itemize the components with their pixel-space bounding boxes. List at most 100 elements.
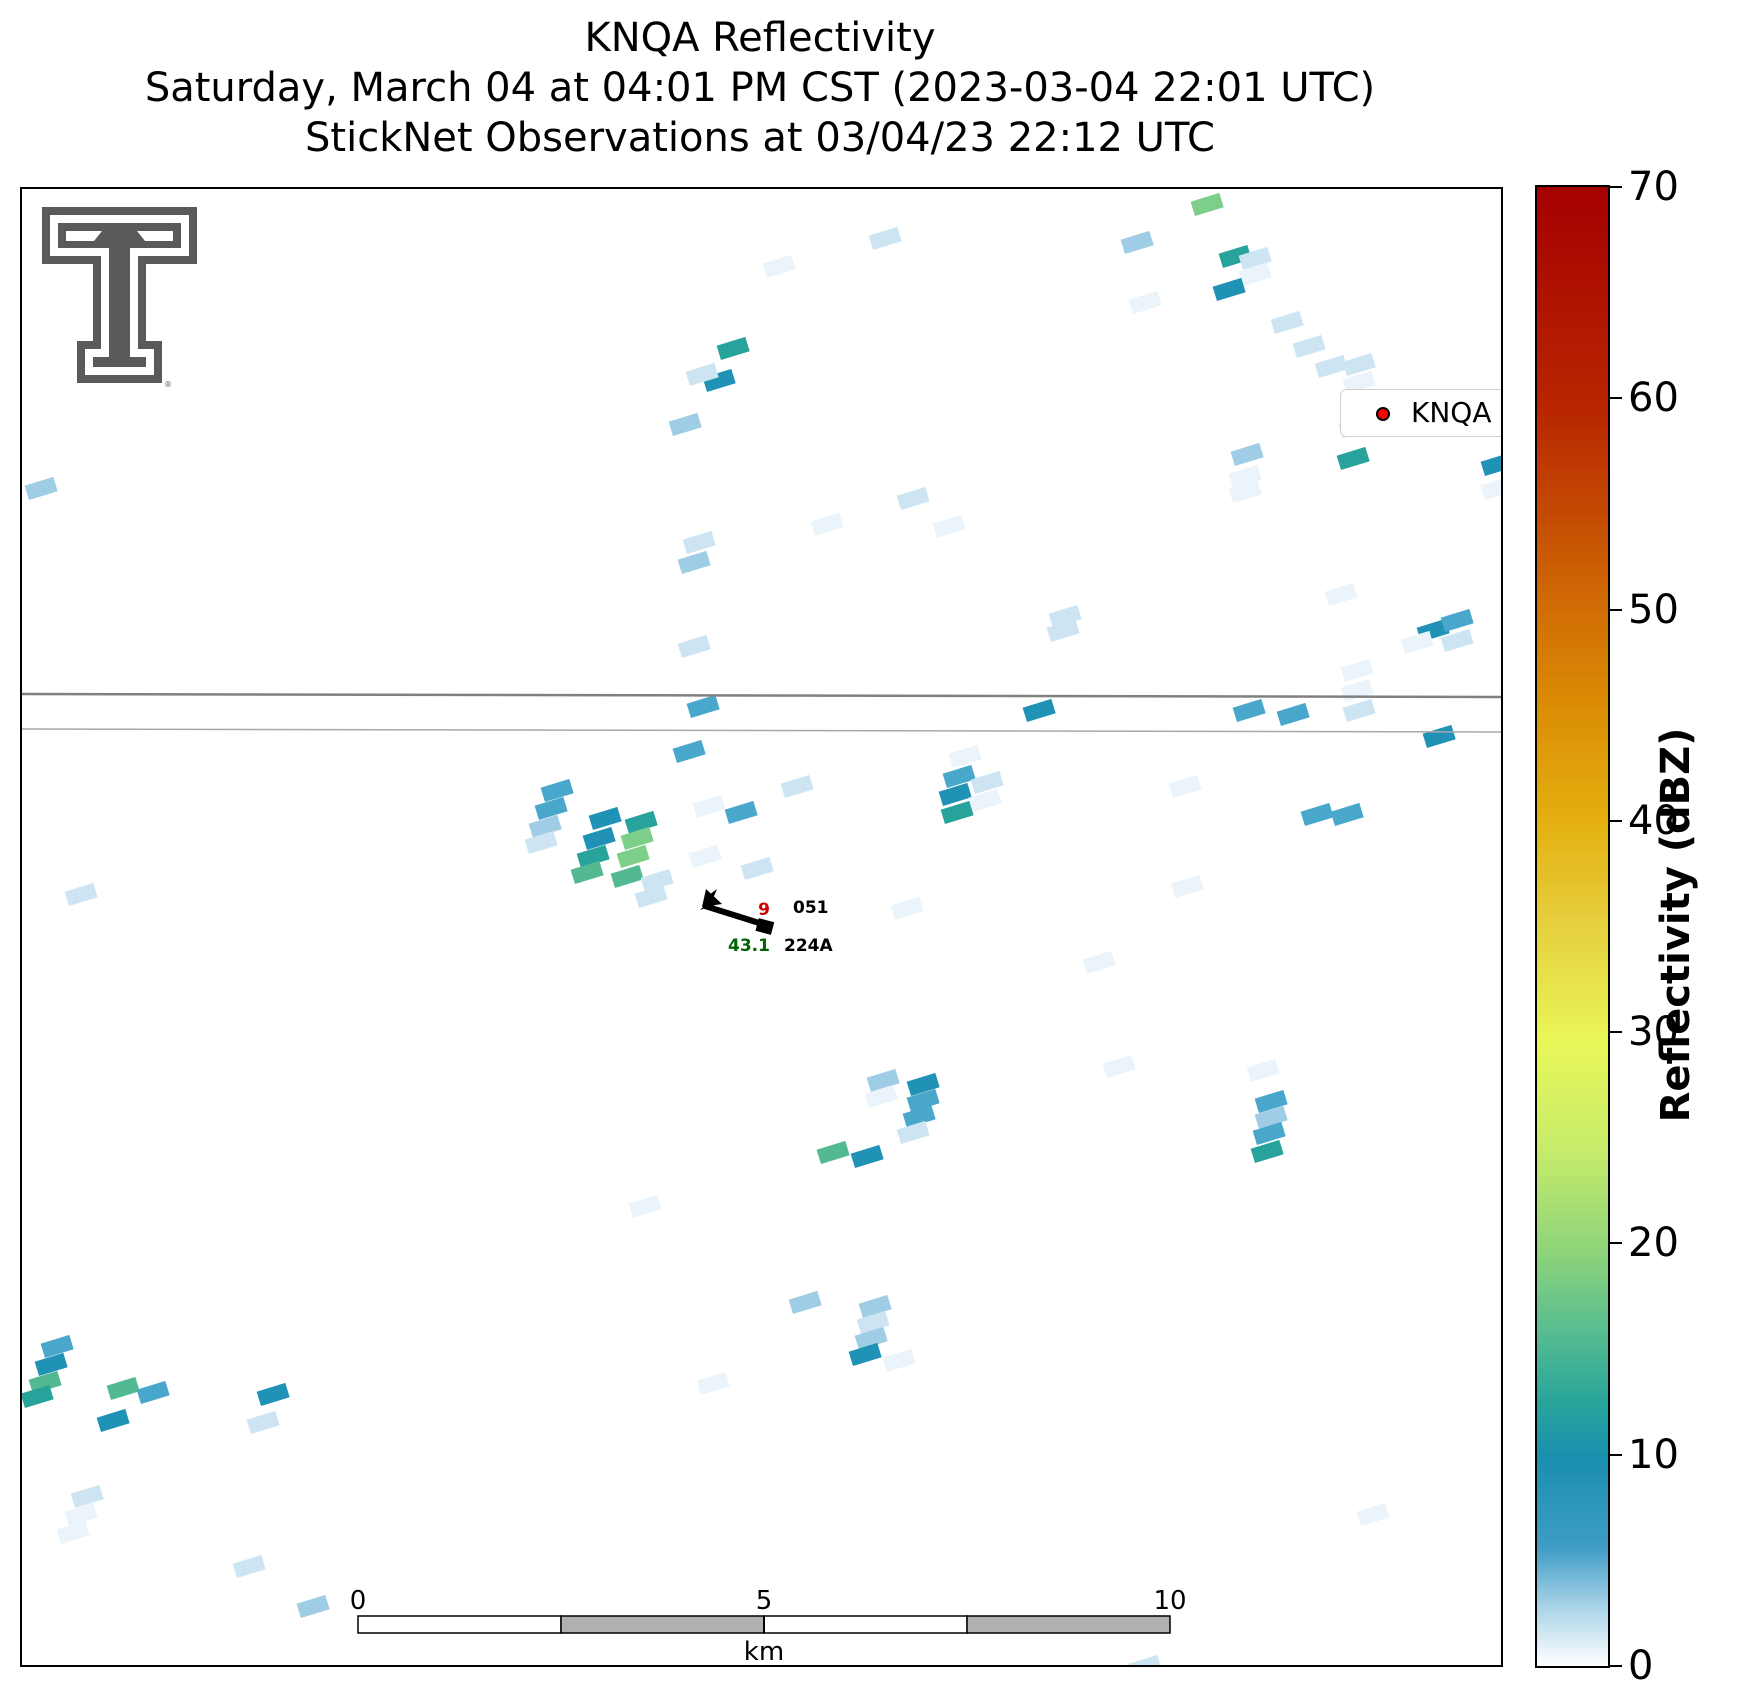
reflectivity-cell bbox=[528, 814, 562, 839]
colorbar-tick-30 bbox=[1610, 1031, 1622, 1034]
reflectivity-cell bbox=[932, 514, 966, 539]
reflectivity-cell bbox=[762, 254, 796, 279]
reflectivity-cell bbox=[848, 1342, 882, 1367]
colorbar-tick-label-30: 30 bbox=[1628, 1009, 1679, 1056]
reflectivity-cell bbox=[136, 1380, 170, 1405]
reflectivity-cell bbox=[810, 512, 844, 537]
reflectivity-cell bbox=[1230, 442, 1264, 467]
reflectivity-cell bbox=[96, 1408, 130, 1433]
reflectivity-cell bbox=[1128, 1654, 1162, 1665]
reflectivity-cell bbox=[1324, 582, 1358, 607]
scale-bar-segment-1 bbox=[357, 1615, 562, 1634]
reflectivity-cell bbox=[616, 844, 650, 869]
reflectivity-cell bbox=[570, 860, 604, 885]
reflectivity-cell bbox=[868, 226, 902, 251]
reflectivity-cell bbox=[902, 1104, 936, 1129]
reflectivity-cell bbox=[896, 1120, 930, 1145]
reflectivity-cell bbox=[56, 1520, 90, 1545]
colorbar-label: Reflectivity (dBZ) bbox=[1653, 727, 1699, 1123]
reflectivity-cell bbox=[850, 1144, 884, 1169]
colorbar-tick-label-50: 50 bbox=[1628, 586, 1679, 633]
scale-bar-segment-3 bbox=[763, 1615, 968, 1634]
chart-title: KNQA Reflectivity bbox=[584, 15, 936, 61]
reflectivity-cell bbox=[1022, 698, 1056, 723]
reflectivity-cell bbox=[968, 788, 1002, 813]
reflectivity-cells bbox=[22, 192, 1501, 1665]
reflectivity-cell bbox=[64, 882, 98, 907]
reflectivity-cell bbox=[677, 550, 711, 575]
reflectivity-cell bbox=[1340, 658, 1374, 683]
reflectivity-cell bbox=[1342, 698, 1376, 723]
colorbar-tick-70 bbox=[1610, 186, 1622, 188]
station-marker bbox=[755, 918, 775, 935]
scale-bar-segment-4 bbox=[966, 1615, 1171, 1634]
reflectivity-cell bbox=[1480, 476, 1501, 501]
reflectivity-cell bbox=[816, 1140, 850, 1165]
reflectivity-cell bbox=[1046, 618, 1080, 643]
reflectivity-cell bbox=[610, 864, 644, 889]
reflectivity-cell bbox=[940, 800, 974, 825]
reflectivity-cell bbox=[1440, 608, 1474, 633]
reflectivity-cell bbox=[716, 336, 750, 361]
reflectivity-cell bbox=[540, 778, 574, 803]
reflectivity-cell bbox=[24, 476, 58, 501]
reflectivity-cell bbox=[682, 530, 716, 555]
reflectivity-cell bbox=[1342, 352, 1376, 377]
reflectivity-cell bbox=[1254, 1105, 1288, 1130]
reflectivity-cell bbox=[856, 1310, 890, 1335]
reflectivity-cell bbox=[1238, 262, 1272, 287]
reflectivity-cell bbox=[970, 770, 1004, 795]
reflectivity-cell bbox=[1168, 774, 1202, 799]
radar-map-canvas: ® 9 051 43.1 224A 0 5 10 km bbox=[22, 192, 1501, 1665]
reflectivity-cell bbox=[1340, 678, 1374, 703]
reflectivity-cell bbox=[788, 1290, 822, 1315]
reflectivity-cell bbox=[938, 782, 972, 807]
reflectivity-cell bbox=[1190, 192, 1224, 217]
reflectivity-cell bbox=[942, 764, 976, 789]
reflectivity-cell bbox=[1128, 290, 1162, 315]
station-temperature: 9 bbox=[758, 900, 770, 920]
reflectivity-cell bbox=[624, 810, 658, 835]
reflectivity-cell bbox=[534, 796, 568, 821]
reflectivity-cell bbox=[524, 830, 558, 855]
reflectivity-cell bbox=[724, 800, 758, 825]
reflectivity-cell bbox=[64, 1502, 98, 1527]
reflectivity-cell bbox=[296, 1594, 330, 1619]
road-line bbox=[22, 692, 1501, 699]
reflectivity-cell bbox=[668, 412, 702, 437]
colorbar-tick-label-20: 20 bbox=[1628, 1220, 1679, 1267]
chart-subtitle-time: Saturday, March 04 at 04:01 PM CST (2023… bbox=[144, 65, 1376, 111]
reflectivity-cell bbox=[1400, 630, 1434, 655]
sticknet-station-224A[interactable]: 9 051 43.1 224A bbox=[700, 889, 833, 956]
reflectivity-cell bbox=[70, 1484, 104, 1509]
reflectivity-cell bbox=[1102, 1054, 1136, 1079]
scale-label-5: 5 bbox=[756, 1586, 773, 1616]
reflectivity-cell bbox=[1440, 628, 1474, 653]
reflectivity-cell bbox=[1232, 698, 1266, 723]
station-id: 224A bbox=[784, 936, 833, 956]
reflectivity-cell bbox=[22, 1384, 54, 1409]
wind-barb-flag bbox=[702, 889, 722, 907]
station-dewpoint: 43.1 bbox=[728, 936, 770, 956]
reflectivity-cell bbox=[1228, 479, 1262, 504]
reflectivity-cell bbox=[1270, 310, 1304, 335]
reflectivity-cell bbox=[890, 896, 924, 921]
reflectivity-cell bbox=[106, 1376, 140, 1401]
colorbar-tick-label-0: 0 bbox=[1628, 1643, 1654, 1689]
radar-map[interactable]: ® 9 051 43.1 224A 0 5 10 km KNQA bbox=[20, 187, 1503, 1667]
reflectivity-cell bbox=[696, 1371, 730, 1396]
reflectivity-cell bbox=[1082, 950, 1116, 975]
reflectivity-cell bbox=[1170, 874, 1204, 899]
red-dot-icon bbox=[1376, 407, 1390, 421]
reflectivity-cell bbox=[1228, 464, 1262, 489]
chart-subtitle-obs: StickNet Observations at 03/04/23 22:12 … bbox=[305, 115, 1215, 161]
reflectivity-cell bbox=[780, 774, 814, 799]
colorbar-tick-label-10: 10 bbox=[1628, 1431, 1679, 1478]
map-legend: KNQA bbox=[1340, 389, 1501, 437]
reflectivity-cell bbox=[620, 826, 654, 851]
colorbar-tick-50 bbox=[1610, 608, 1622, 611]
colorbar bbox=[1535, 185, 1610, 1668]
reflectivity-cell bbox=[685, 362, 719, 387]
reflectivity-cell bbox=[576, 844, 610, 869]
reflectivity-cell bbox=[688, 844, 722, 869]
